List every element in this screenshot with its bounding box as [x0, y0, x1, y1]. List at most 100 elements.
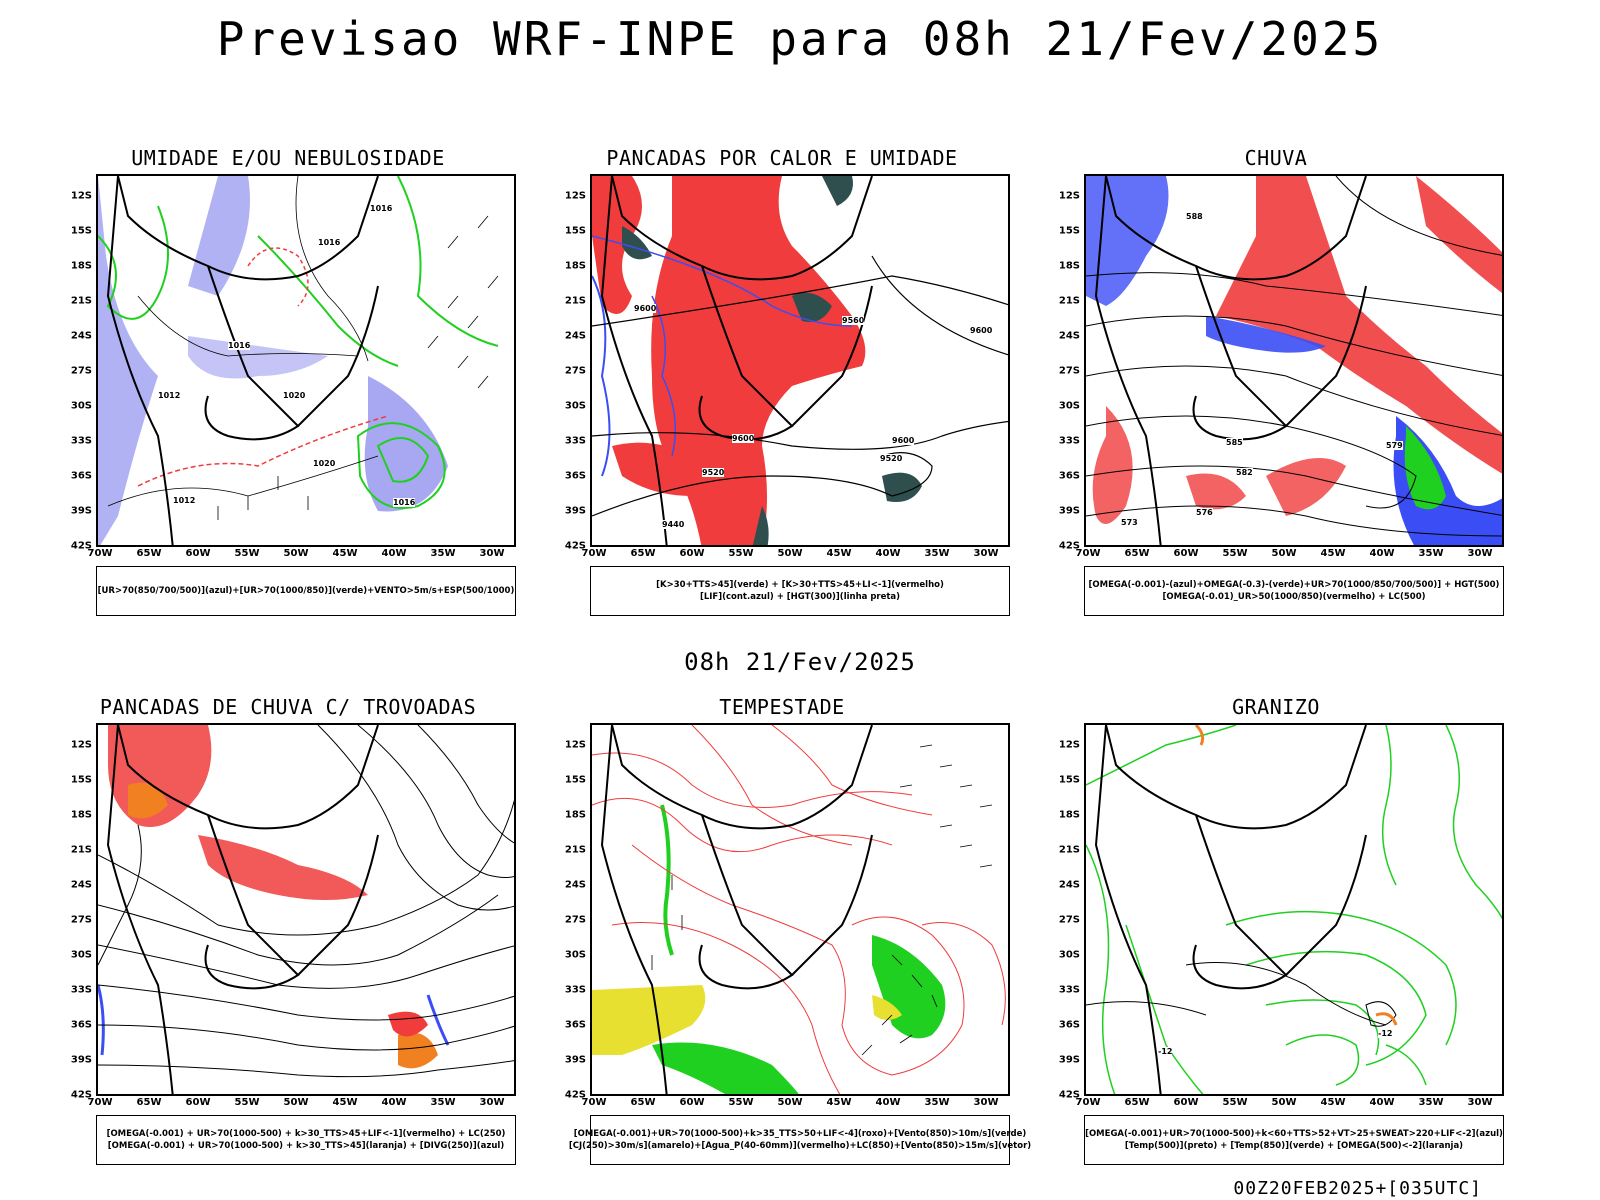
longitude-tick-label: 60W: [1173, 548, 1199, 559]
longitude-tick-label: 70W: [1075, 1097, 1101, 1108]
legend-line: [UR>70(850/700/500)](azul)+[UR>70(1000/8…: [97, 586, 515, 596]
latitude-tick-label: 12S: [70, 739, 92, 751]
longitude-tick-label: 30W: [973, 1097, 999, 1108]
latitude-tick-label: 21S: [1058, 295, 1080, 307]
contour-label: 9440: [662, 520, 685, 529]
latitude-tick-label: 21S: [564, 295, 586, 307]
longitude-tick-label: 50W: [777, 1097, 803, 1108]
latitude-tick-label: 18S: [70, 809, 92, 821]
weather-map-svg: [592, 176, 1008, 545]
latitude-tick-label: 30S: [564, 949, 586, 961]
longitude-tick-label: 55W: [1222, 1097, 1248, 1108]
contour-label: 9560: [842, 316, 865, 325]
map-plot: [96, 723, 516, 1096]
legend-box: [OMEGA(-0.001) + UR>70(1000-500) + k>30_…: [96, 1115, 516, 1165]
latitude-tick-label: 33S: [564, 984, 586, 996]
longitude-tick-label: 45W: [332, 1097, 358, 1108]
weather-map-svg: [98, 725, 514, 1094]
longitude-tick-label: 55W: [234, 548, 260, 559]
contour-label: 1016: [228, 341, 251, 350]
latitude-tick-label: 12S: [564, 190, 586, 202]
longitude-tick-label: 70W: [87, 1097, 113, 1108]
longitude-tick-label: 30W: [1467, 1097, 1493, 1108]
latitude-tick-label: 36S: [1058, 470, 1080, 482]
latitude-tick-label: 30S: [1058, 400, 1080, 412]
latitude-tick-label: 15S: [70, 225, 92, 237]
longitude-tick-label: 50W: [777, 548, 803, 559]
latitude-labels: 12S 15S 18S 21S 24S 27S 30S 33S 36S 39S 42S: [58, 174, 94, 552]
legend-box: [OMEGA(-0.001)+UR>70(1000-500)+k<60+TTS>…: [1084, 1115, 1504, 1165]
contour-label: 9600: [970, 326, 993, 335]
latitude-tick-label: 36S: [70, 1019, 92, 1031]
contour-label: 1020: [283, 391, 306, 400]
longitude-tick-label: 70W: [581, 1097, 607, 1108]
latitude-tick-label: 36S: [1058, 1019, 1080, 1031]
longitude-tick-label: 40W: [1369, 548, 1395, 559]
longitude-tick-label: 65W: [630, 1097, 656, 1108]
contour-label: 9520: [880, 454, 903, 463]
latitude-tick-label: 42S: [70, 1089, 92, 1101]
contour-label: 573: [1121, 518, 1138, 527]
longitude-tick-label: 35W: [1418, 548, 1444, 559]
latitude-tick-label: 39S: [564, 505, 586, 517]
latitude-tick-label: 30S: [70, 949, 92, 961]
latitude-tick-label: 33S: [70, 435, 92, 447]
panel-title: PANCADAS POR CALOR E UMIDADE: [606, 146, 958, 170]
latitude-tick-label: 42S: [70, 540, 92, 552]
latitude-labels: 12S 15S 18S 21S 24S 27S 30S 33S 36S 39S 42S: [552, 174, 588, 552]
contour-label: 579: [1386, 441, 1403, 450]
latitude-tick-label: 18S: [564, 809, 586, 821]
contour-label: 582: [1236, 468, 1253, 477]
latitude-tick-label: 39S: [70, 505, 92, 517]
latitude-tick-label: 18S: [1058, 809, 1080, 821]
longitude-tick-label: 65W: [136, 1097, 162, 1108]
longitude-tick-label: 40W: [1369, 1097, 1395, 1108]
latitude-tick-label: 12S: [1058, 739, 1080, 751]
latitude-tick-label: 21S: [564, 844, 586, 856]
latitude-tick-label: 24S: [70, 330, 92, 342]
latitude-tick-label: 27S: [70, 365, 92, 377]
longitude-tick-label: 40W: [875, 548, 901, 559]
latitude-tick-label: 27S: [564, 365, 586, 377]
longitude-tick-label: 35W: [430, 548, 456, 559]
panel-title: TEMPESTADE: [719, 695, 845, 719]
latitude-tick-label: 27S: [1058, 365, 1080, 377]
latitude-tick-label: 30S: [564, 400, 586, 412]
latitude-tick-label: 12S: [70, 190, 92, 202]
longitude-tick-label: 45W: [332, 548, 358, 559]
latitude-tick-label: 24S: [564, 330, 586, 342]
longitude-tick-label: 40W: [381, 548, 407, 559]
map-plot: [590, 723, 1010, 1096]
latitude-tick-label: 21S: [70, 844, 92, 856]
longitude-tick-label: 60W: [185, 548, 211, 559]
longitude-tick-label: 55W: [1222, 548, 1248, 559]
longitude-tick-label: 40W: [381, 1097, 407, 1108]
longitude-tick-label: 45W: [1320, 548, 1346, 559]
longitude-tick-label: 50W: [1271, 1097, 1297, 1108]
latitude-tick-label: 15S: [1058, 774, 1080, 786]
longitude-tick-label: 50W: [283, 1097, 309, 1108]
longitude-tick-label: 55W: [234, 1097, 260, 1108]
longitude-tick-label: 60W: [1173, 1097, 1199, 1108]
latitude-tick-label: 18S: [564, 260, 586, 272]
latitude-tick-label: 36S: [70, 470, 92, 482]
contour-label: 9520: [702, 468, 725, 477]
longitude-tick-label: 45W: [826, 548, 852, 559]
longitude-tick-label: 70W: [581, 548, 607, 559]
map-plot: 9600 9560 9600 9600 9520 9440 9520 9600: [590, 174, 1010, 547]
panel-title: GRANIZO: [1232, 695, 1320, 719]
longitude-tick-label: 70W: [1075, 548, 1101, 559]
main-title: Previsao WRF-INPE para 08h 21/Fev/2025: [216, 12, 1384, 66]
legend-box: [UR>70(850/700/500)](azul)+[UR>70(1000/8…: [96, 566, 516, 616]
latitude-tick-label: 12S: [564, 739, 586, 751]
panel-chuva: CHUVA 12S 15S 18S 21S 24S 27S 30S 33S 36S 39S 42S: [1046, 146, 1506, 616]
latitude-tick-label: 24S: [564, 879, 586, 891]
longitude-tick-label: 40W: [875, 1097, 901, 1108]
weather-map-svg: [592, 725, 1006, 1094]
longitude-tick-label: 30W: [479, 1097, 505, 1108]
longitude-tick-label: 30W: [973, 548, 999, 559]
contour-label: 588: [1186, 212, 1203, 221]
longitude-tick-label: 45W: [1320, 1097, 1346, 1108]
contour-label: 1020: [313, 459, 336, 468]
latitude-tick-label: 30S: [70, 400, 92, 412]
